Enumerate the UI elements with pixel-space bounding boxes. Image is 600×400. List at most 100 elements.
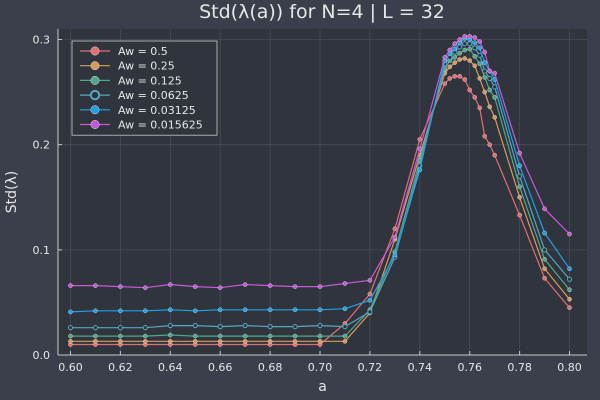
data-point bbox=[217, 307, 223, 313]
data-point bbox=[477, 39, 483, 44]
data-point bbox=[452, 74, 458, 79]
data-point bbox=[317, 284, 323, 289]
data-point bbox=[517, 184, 522, 190]
data-point bbox=[452, 41, 458, 47]
data-point bbox=[566, 276, 573, 282]
legend-box bbox=[71, 40, 218, 136]
data-point bbox=[542, 275, 547, 281]
data-point bbox=[472, 35, 478, 40]
data-point bbox=[68, 333, 73, 339]
data-point bbox=[482, 89, 487, 95]
data-point bbox=[452, 46, 458, 52]
data-point bbox=[457, 57, 463, 62]
data-point bbox=[68, 309, 73, 315]
data-point bbox=[467, 46, 473, 52]
legend-marker bbox=[90, 105, 100, 115]
data-point bbox=[167, 332, 173, 338]
data-point bbox=[442, 81, 448, 86]
data-point bbox=[492, 70, 497, 76]
x-tick-label: 0.80 bbox=[557, 361, 582, 374]
data-point bbox=[143, 333, 148, 339]
data-point bbox=[567, 287, 572, 293]
data-point bbox=[487, 68, 492, 74]
data-point bbox=[567, 231, 572, 237]
data-point bbox=[367, 298, 373, 303]
y-axis-label: Std(λ) bbox=[4, 171, 20, 213]
data-point bbox=[567, 296, 572, 302]
series-layer bbox=[67, 34, 573, 347]
data-point bbox=[367, 278, 373, 283]
data-point bbox=[267, 339, 273, 344]
data-point bbox=[342, 281, 348, 286]
data-point bbox=[67, 325, 74, 331]
data-point bbox=[477, 45, 483, 51]
data-point bbox=[117, 325, 123, 331]
data-point bbox=[487, 142, 492, 147]
data-point bbox=[242, 282, 248, 287]
legend-label: Aw = 0.0625 bbox=[118, 89, 189, 102]
legend-marker bbox=[90, 61, 100, 71]
data-point bbox=[267, 307, 273, 313]
legend-label: Aw = 0.125 bbox=[118, 74, 182, 87]
data-point bbox=[457, 50, 463, 56]
data-point bbox=[487, 87, 492, 93]
data-point bbox=[342, 306, 348, 312]
data-point bbox=[192, 339, 198, 344]
data-point bbox=[192, 284, 198, 289]
data-point bbox=[482, 68, 488, 74]
data-point bbox=[93, 283, 98, 288]
legend-item: Aw = 0.015625 bbox=[80, 119, 203, 132]
data-point bbox=[462, 77, 468, 82]
data-point bbox=[342, 333, 348, 339]
data-point bbox=[487, 75, 493, 82]
data-point bbox=[217, 324, 223, 330]
legend-item: Aw = 0.5 bbox=[80, 45, 168, 58]
series bbox=[68, 34, 572, 290]
data-point bbox=[93, 308, 98, 314]
x-tick-label: 0.68 bbox=[258, 361, 283, 374]
data-point bbox=[467, 87, 473, 93]
x-tick-label: 0.74 bbox=[408, 361, 433, 374]
legend-item: Aw = 0.125 bbox=[80, 74, 182, 87]
legend-item: Aw = 0.25 bbox=[80, 60, 175, 73]
data-point bbox=[167, 307, 173, 313]
data-point bbox=[93, 333, 98, 339]
data-point bbox=[143, 339, 148, 344]
legend-label: Aw = 0.03125 bbox=[118, 104, 196, 117]
data-point bbox=[482, 133, 487, 139]
data-point bbox=[462, 56, 468, 61]
data-point bbox=[118, 333, 123, 339]
data-point bbox=[242, 333, 248, 339]
data-point bbox=[392, 252, 398, 258]
data-point bbox=[472, 40, 478, 45]
data-point bbox=[192, 308, 198, 314]
data-point bbox=[542, 206, 547, 212]
series bbox=[68, 36, 572, 315]
data-point bbox=[68, 283, 73, 288]
data-point bbox=[447, 47, 453, 53]
data-point bbox=[452, 60, 458, 65]
data-point bbox=[567, 305, 572, 310]
data-point bbox=[317, 333, 323, 339]
data-point bbox=[487, 104, 492, 110]
data-point bbox=[118, 308, 123, 314]
data-point bbox=[477, 76, 483, 81]
data-point bbox=[517, 173, 523, 179]
data-point bbox=[492, 95, 497, 100]
data-point bbox=[292, 307, 298, 313]
data-point bbox=[417, 146, 423, 152]
data-point bbox=[192, 322, 198, 329]
data-point bbox=[477, 105, 483, 111]
data-point bbox=[68, 339, 73, 344]
data-point bbox=[457, 74, 463, 79]
legend-item: Aw = 0.0625 bbox=[80, 89, 189, 102]
data-point bbox=[542, 266, 547, 272]
data-point bbox=[492, 152, 497, 158]
data-point bbox=[93, 339, 98, 344]
data-point bbox=[472, 95, 478, 100]
data-point bbox=[292, 284, 298, 289]
data-point bbox=[517, 194, 522, 200]
data-point bbox=[317, 339, 323, 344]
data-point bbox=[292, 324, 298, 330]
